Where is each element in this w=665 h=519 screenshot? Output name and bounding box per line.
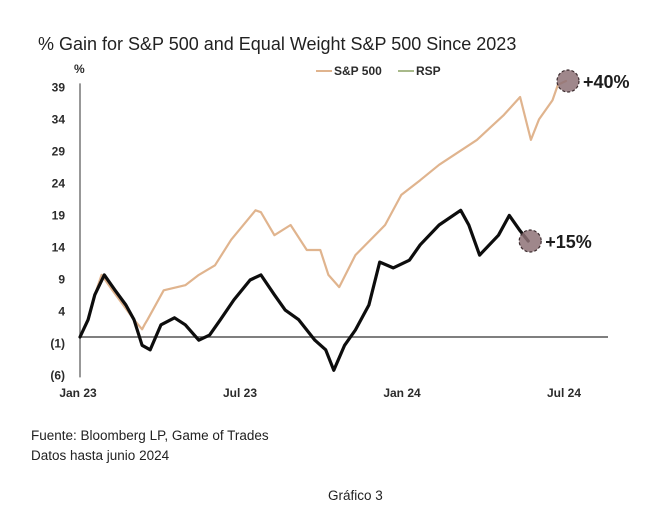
x-tick-label: Jan 24 xyxy=(383,386,421,400)
source-text: Fuente: Bloomberg LP, Game of Trades xyxy=(31,428,269,443)
y-tick-label: 29 xyxy=(52,144,66,158)
y-tick-label: 14 xyxy=(52,240,66,254)
figure-caption: Gráfico 3 xyxy=(328,488,383,503)
series-line-rsp xyxy=(78,208,530,372)
y-tick-label: 39 xyxy=(52,80,66,94)
series-line-sp500 xyxy=(78,79,568,339)
y-tick-label: (6) xyxy=(50,368,65,382)
annotation-marker xyxy=(518,229,542,253)
annotation-marker xyxy=(556,69,580,93)
y-tick-label: 9 xyxy=(58,272,65,286)
x-tick-label: Jul 24 xyxy=(547,386,581,400)
source-note: Fuente: Bloomberg LP, Game of Trades Dat… xyxy=(31,426,269,466)
y-tick-label: (1) xyxy=(50,336,65,350)
legend: S&P 500 RSP xyxy=(316,64,441,78)
y-tick-label: 24 xyxy=(52,176,66,190)
legend-label-sp500: S&P 500 xyxy=(334,64,382,78)
x-tick-label: Jul 23 xyxy=(223,386,257,400)
chart-title: % Gain for S&P 500 and Equal Weight S&P … xyxy=(38,34,516,54)
legend-label-rsp: RSP xyxy=(416,64,441,78)
annotation-label: +40% xyxy=(583,72,630,92)
y-tick-label: 19 xyxy=(52,208,66,222)
y-tick-label: 34 xyxy=(52,112,66,126)
x-axis-ticks: Jan 23 Jul 23 Jan 24 Jul 24 xyxy=(59,386,581,400)
series-group xyxy=(78,79,568,372)
y-tick-label: 4 xyxy=(58,304,65,318)
chart: % Gain for S&P 500 and Equal Weight S&P … xyxy=(38,34,630,400)
y-axis-unit-label: % xyxy=(74,62,85,76)
annotations-group: +40% +15% xyxy=(518,69,630,253)
annotation-label: +15% xyxy=(545,232,592,252)
x-tick-label: Jan 23 xyxy=(59,386,97,400)
data-date-note: Datos hasta junio 2024 xyxy=(31,448,170,463)
y-axis-ticks: 39 34 29 24 19 14 9 4 (1) (6) xyxy=(50,80,65,382)
